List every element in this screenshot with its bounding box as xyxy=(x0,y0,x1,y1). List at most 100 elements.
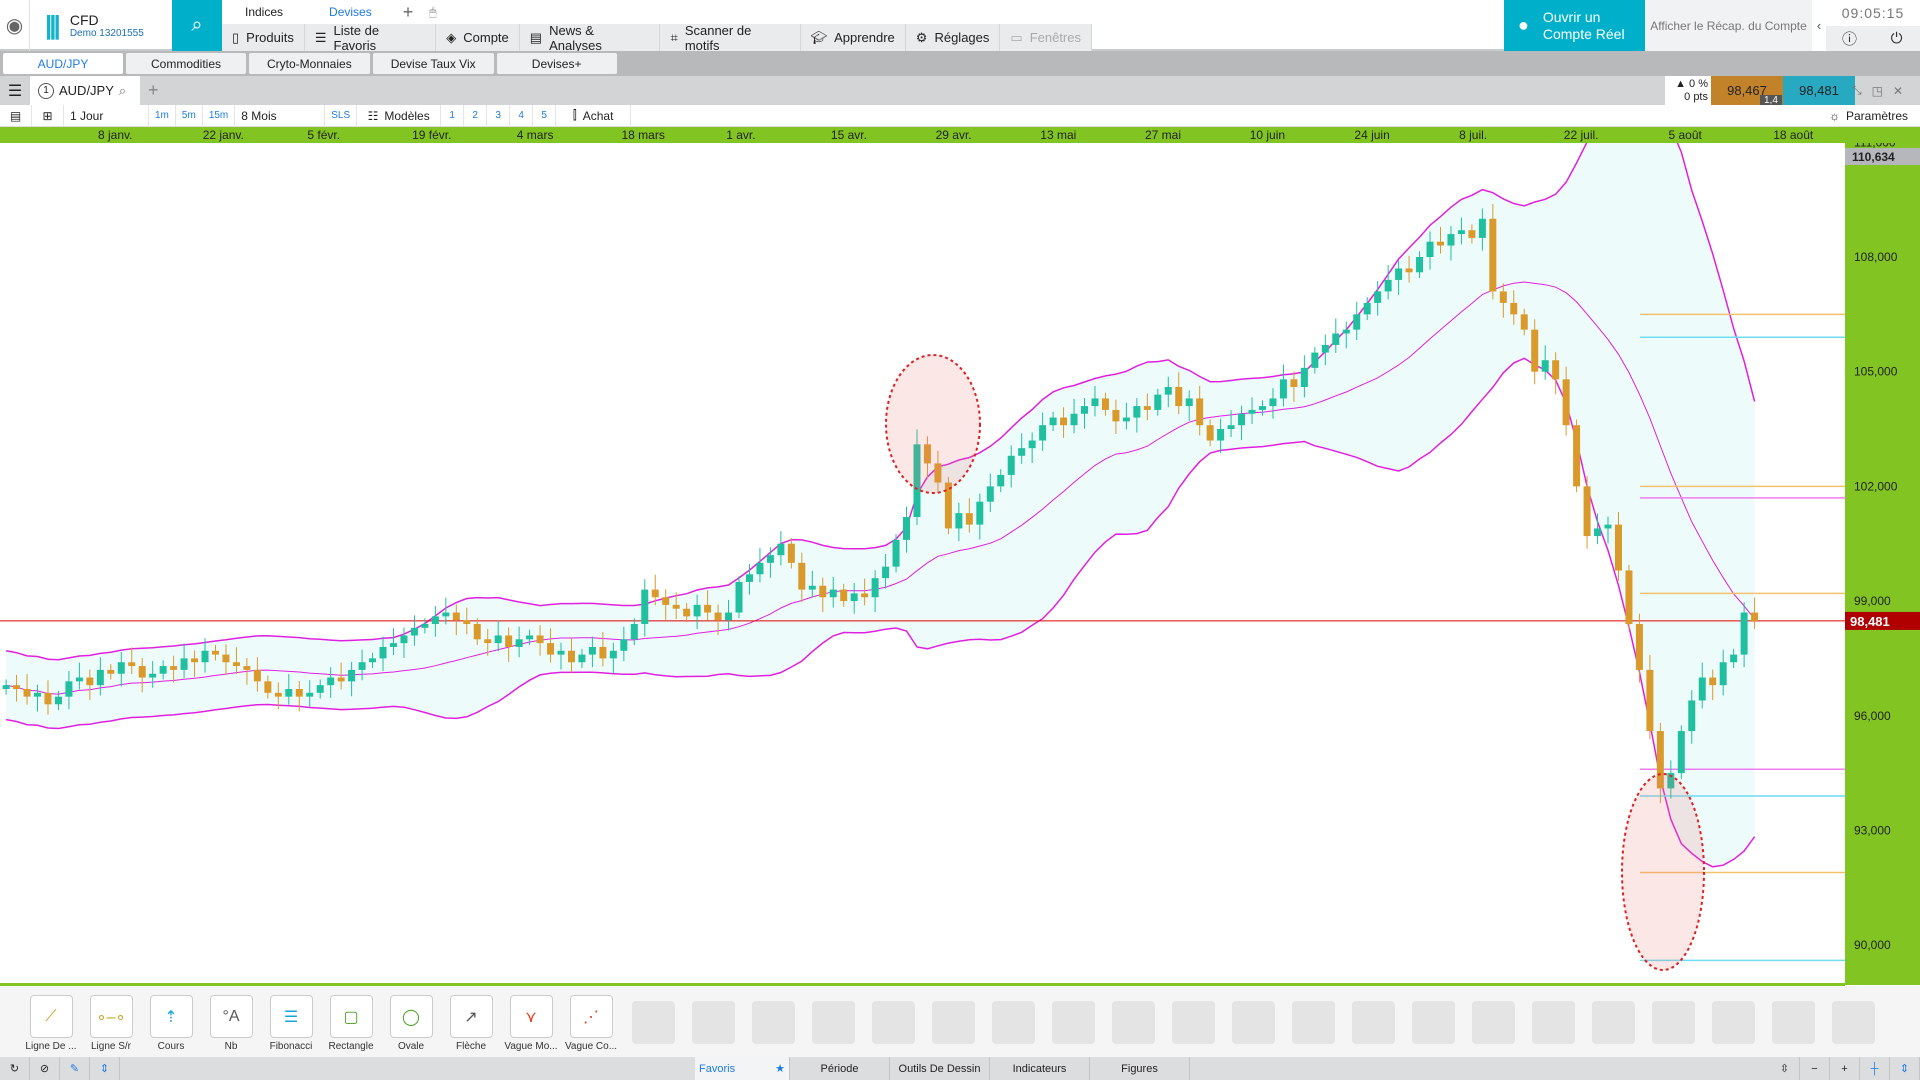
workspace-tab-vix[interactable]: Devise Taux Vix xyxy=(372,53,494,74)
scale-icon[interactable]: ⇕ xyxy=(1890,1057,1920,1080)
nav-reglages[interactable]: ⚙ Réglages xyxy=(906,24,1001,51)
interval-1m[interactable]: 1m xyxy=(149,104,176,127)
tool-support-line[interactable]: ∘–∘ Ligne S/r xyxy=(81,995,141,1052)
close-icon[interactable]: ✕ xyxy=(1892,83,1904,98)
list-view-icon[interactable]: ▤ xyxy=(0,104,32,127)
tool-note[interactable]: °A Nb xyxy=(201,995,261,1052)
empty-tool-slot[interactable] xyxy=(1352,1001,1395,1044)
refresh-icon[interactable]: ↻ xyxy=(0,1057,30,1080)
hamburger-menu-icon[interactable]: ☰ xyxy=(7,82,23,100)
empty-tool-slot[interactable] xyxy=(1652,1001,1695,1044)
symbol-tab[interactable]: 1 AUD/JPY ⌕ xyxy=(30,76,140,105)
empty-tool-slot[interactable] xyxy=(1832,1001,1875,1044)
preset-4[interactable]: 4 xyxy=(510,104,534,127)
empty-tool-slot[interactable] xyxy=(692,1001,735,1044)
tab-indicateurs[interactable]: Indicateurs xyxy=(990,1057,1090,1080)
workspace-tab-crypto[interactable]: Cryto-Monnaies xyxy=(249,53,370,74)
order-type-button[interactable]: ⫿ Achat xyxy=(556,104,632,127)
workspace-tab-devises-plus[interactable]: Devises+ xyxy=(496,53,617,74)
tab-figures[interactable]: Figures xyxy=(1090,1057,1190,1080)
range-select[interactable]: 8 Mois xyxy=(235,104,326,127)
preset-3[interactable]: 3 xyxy=(487,104,511,127)
tool-price[interactable]: ⇡ Cours xyxy=(141,995,201,1052)
empty-tool-slot[interactable] xyxy=(1772,1001,1815,1044)
price-chart[interactable]: 111,000 108,000 105,000 102,000 99,000 96,000… xyxy=(0,143,1920,985)
interval-5m[interactable]: 5m xyxy=(176,104,203,127)
tab-periode[interactable]: Période xyxy=(790,1057,890,1080)
models-button[interactable]: ☷ Modèles xyxy=(357,104,442,127)
mouse-icon[interactable]: 🖱 xyxy=(429,4,437,19)
search-button[interactable]: ⌕ xyxy=(172,0,222,51)
empty-tool-slot[interactable] xyxy=(872,1001,915,1044)
empty-tool-slot[interactable] xyxy=(932,1001,975,1044)
tool-oval[interactable]: ◯ Ovale xyxy=(381,995,441,1052)
tool-fibonacci[interactable]: ☰ Fibonacci xyxy=(261,995,321,1052)
power-icon[interactable]: ⏻ xyxy=(1873,26,1920,51)
empty-tool-slot[interactable] xyxy=(632,1001,675,1044)
star-icon[interactable]: ★ xyxy=(775,1063,785,1075)
empty-tool-slot[interactable] xyxy=(1472,1001,1515,1044)
nav-compte[interactable]: ◈ Compte xyxy=(436,24,520,51)
user-profile-icon[interactable]: ◉ xyxy=(0,0,30,51)
high-price-badge xyxy=(1845,148,1920,165)
tool-trend-line[interactable]: ⟋ Ligne De ... xyxy=(21,995,81,1052)
add-tab-icon[interactable]: + xyxy=(402,1,414,22)
tool-wave-mo[interactable]: ⋎ Vague Mo... xyxy=(501,995,561,1052)
nav-news[interactable]: ▤ News & Analyses xyxy=(520,23,661,53)
preset-1[interactable]: 1 xyxy=(441,104,465,127)
empty-tool-slot[interactable] xyxy=(1532,1001,1575,1044)
preset-2[interactable]: 2 xyxy=(464,104,488,127)
add-chart-icon[interactable]: + xyxy=(148,80,159,100)
interval-15m[interactable]: 15m xyxy=(203,104,236,127)
popout-icon[interactable]: ◳ xyxy=(1871,83,1883,98)
empty-tool-slot[interactable] xyxy=(1172,1001,1215,1044)
workspace-tab-commodities[interactable]: Commodities xyxy=(126,53,246,74)
empty-tool-slot[interactable] xyxy=(992,1001,1035,1044)
tab-devises[interactable]: Devises xyxy=(329,5,372,19)
workspace-tab-audjpy[interactable]: AUD/JPY xyxy=(3,53,123,74)
empty-tool-slot[interactable] xyxy=(1712,1001,1755,1044)
scanner-icon: ⌗ xyxy=(670,29,678,45)
nav-favoris[interactable]: ☰ Liste de Favoris xyxy=(305,23,437,53)
info-icon[interactable]: ⓘ xyxy=(1826,26,1873,51)
minimize-icon[interactable]: ⤡ xyxy=(1852,83,1862,97)
empty-tool-slot[interactable] xyxy=(1592,1001,1635,1044)
search-icon[interactable]: ⌕ xyxy=(118,82,127,98)
empty-tool-slot[interactable] xyxy=(1412,1001,1455,1044)
layout-grid-icon[interactable]: ⊞ xyxy=(32,104,64,127)
period-select[interactable]: 1 Jour xyxy=(64,104,149,127)
tool-arrow[interactable]: ↗ Flèche xyxy=(441,995,501,1052)
nav-fenetres[interactable]: ▭ Fenêtres xyxy=(1000,24,1092,51)
buy-price-button[interactable]: 98,481 xyxy=(1783,76,1855,105)
nav-produits[interactable]: ▯ Produits xyxy=(222,24,305,51)
empty-tool-slot[interactable] xyxy=(812,1001,855,1044)
fit-icon[interactable]: ⇳ xyxy=(1770,1057,1800,1080)
chevron-left-icon[interactable]: ‹ xyxy=(1812,0,1826,51)
pencil-icon[interactable]: ✎ xyxy=(60,1057,90,1080)
crosshair-icon[interactable]: ┼ xyxy=(1860,1057,1890,1080)
candle-body xyxy=(1698,677,1706,701)
empty-tool-slot[interactable] xyxy=(1052,1001,1095,1044)
open-real-account-button[interactable]: ● Ouvrir un Compte Réel xyxy=(1504,0,1645,51)
clear-icon[interactable]: ⊘ xyxy=(30,1057,60,1080)
tab-outils-dessin[interactable]: Outils De Dessin xyxy=(890,1057,990,1080)
empty-tool-slot[interactable] xyxy=(1112,1001,1155,1044)
empty-tool-slot[interactable] xyxy=(1232,1001,1275,1044)
rectangle-icon: ▢ xyxy=(329,995,373,1038)
tab-favoris[interactable]: Favoris ★ xyxy=(695,1057,790,1080)
preset-5[interactable]: 5 xyxy=(533,104,557,127)
zoom-out-icon[interactable]: − xyxy=(1800,1057,1830,1080)
sort-icon[interactable]: ⇕ xyxy=(90,1057,120,1080)
empty-tool-slot[interactable] xyxy=(1292,1001,1335,1044)
tab-indices[interactable]: Indices xyxy=(245,5,284,19)
tool-wave-co[interactable]: ⋰ Vague Co... xyxy=(561,995,621,1052)
date-tick: 1 avr. xyxy=(726,128,756,142)
empty-tool-slot[interactable] xyxy=(752,1001,795,1044)
sls-button[interactable]: SLS xyxy=(325,104,358,127)
zoom-in-icon[interactable]: + xyxy=(1830,1057,1860,1080)
nav-apprendre[interactable]: 🎓︎ Apprendre xyxy=(801,24,906,51)
account-summary-button[interactable]: Afficher le Récap. du Compte xyxy=(1645,0,1812,51)
nav-scanner[interactable]: ⌗ Scanner de motifs xyxy=(660,23,801,53)
tool-rectangle[interactable]: ▢ Rectangle xyxy=(321,995,381,1052)
settings-button[interactable]: ☼ Paramètres xyxy=(1829,109,1920,123)
